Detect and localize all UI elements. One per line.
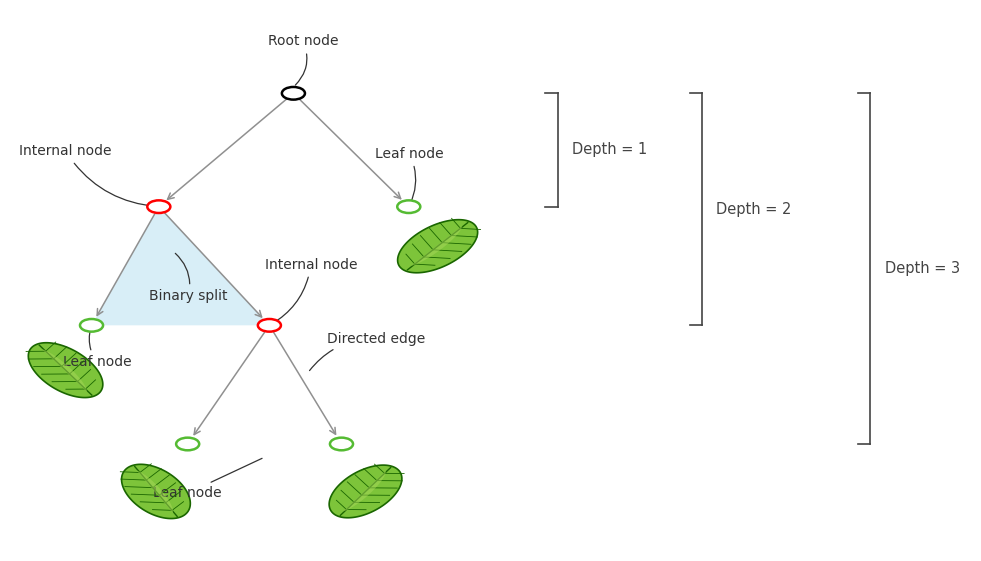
Text: Depth = 2: Depth = 2 (716, 202, 792, 217)
Text: Depth = 1: Depth = 1 (572, 142, 647, 158)
Circle shape (177, 438, 199, 450)
Text: Directed edge: Directed edge (310, 332, 426, 371)
Circle shape (397, 200, 420, 213)
Polygon shape (91, 206, 270, 325)
Text: Root node: Root node (268, 34, 338, 85)
Polygon shape (397, 220, 478, 273)
Polygon shape (411, 226, 462, 266)
Polygon shape (330, 465, 402, 518)
Polygon shape (343, 471, 386, 512)
Text: Leaf node: Leaf node (153, 458, 262, 500)
Text: Internal node: Internal node (20, 144, 156, 206)
Circle shape (330, 438, 353, 450)
Text: Leaf node: Leaf node (63, 328, 131, 369)
Text: Leaf node: Leaf node (375, 147, 443, 204)
Polygon shape (28, 343, 103, 398)
Circle shape (80, 319, 103, 332)
Polygon shape (42, 349, 87, 392)
Polygon shape (136, 471, 173, 513)
Circle shape (147, 200, 171, 213)
Text: Binary split: Binary split (149, 254, 228, 304)
Circle shape (258, 319, 281, 332)
Text: Depth = 3: Depth = 3 (885, 261, 959, 276)
Polygon shape (122, 465, 190, 518)
Text: Internal node: Internal node (265, 257, 357, 324)
Circle shape (282, 87, 305, 100)
